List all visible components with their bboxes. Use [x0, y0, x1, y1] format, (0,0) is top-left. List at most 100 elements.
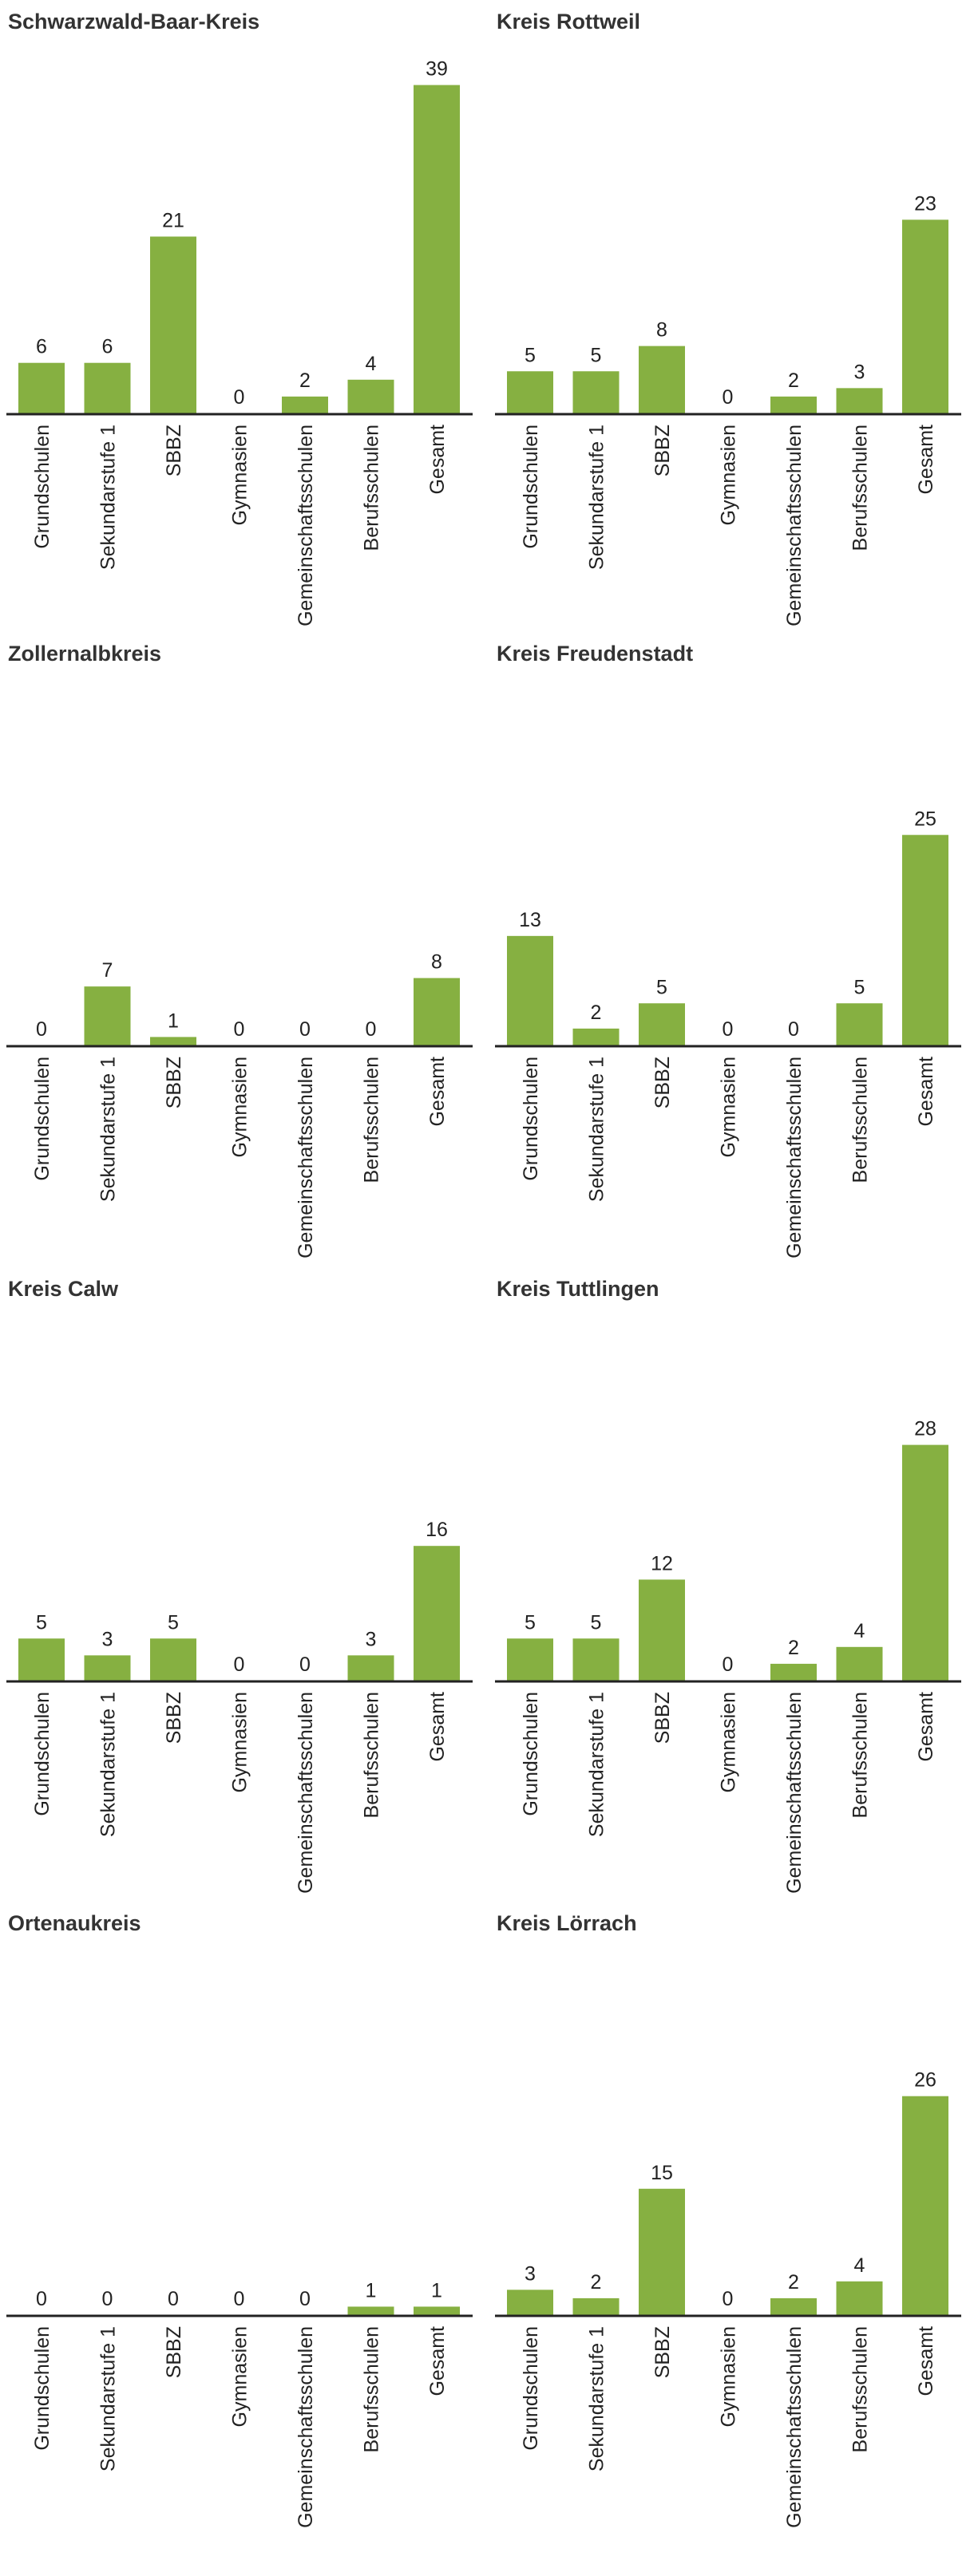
panel-tuttlingen: Kreis Tuttlingen 5 Grundschulen 5 Sekundars… [489, 1267, 968, 1898]
value-label-sekundarstufe-1: 0 [102, 2288, 113, 2310]
value-label-berufsschulen: 5 [854, 976, 865, 998]
value-label-sekundarstufe-1: 3 [102, 1628, 113, 1650]
tick-label-sekundarstufe-1: Sekundarstufe 1 [97, 1692, 120, 1837]
tick-label-grundschulen: Grundschulen [31, 1692, 53, 1816]
bar-gesamt [414, 1546, 460, 1681]
value-label-berufsschulen: 1 [366, 2279, 377, 2301]
value-label-gemeinschaftsschulen: 0 [299, 1018, 311, 1041]
panel-freudenstadt: Kreis Freudenstadt 13 Grundschulen 2 Sekund… [489, 632, 968, 1262]
tick-label-gemeinschaftsschulen: Gemeinschaftsschulen [783, 2326, 806, 2528]
value-label-gymnasien: 0 [723, 1653, 734, 1676]
bar-sekundarstufe-1 [572, 1638, 620, 1681]
tick-label-grundschulen: Grundschulen [520, 425, 542, 549]
chart-title: Schwarzwald-Baar-Kreis [8, 10, 260, 34]
tick-label-sbbz: SBBZ [163, 1057, 185, 1108]
value-label-berufsschulen: 4 [366, 353, 377, 375]
bar-grundschulen [18, 1638, 65, 1681]
value-label-gesamt: 1 [431, 2279, 442, 2301]
panel-rottweil: Kreis Rottweil 5 Grundschulen 5 Sekundarstu… [489, 0, 968, 630]
value-label-sbbz: 8 [656, 319, 667, 342]
tick-label-gymnasien: Gymnasien [229, 1692, 251, 1792]
bar-gesamt [414, 978, 460, 1045]
bar-sbbz [639, 1579, 685, 1681]
tick-label-gesamt: Gesamt [915, 425, 937, 495]
tick-label-berufsschulen: Berufsschulen [361, 2326, 383, 2452]
bar-sbbz [150, 1037, 196, 1045]
value-label-grundschulen: 0 [36, 1018, 47, 1041]
bar-berufsschulen [836, 1003, 883, 1045]
panel-ortenau: Ortenaukreis 0 Grundschulen 0 Sekundarstufe… [0, 1902, 479, 2532]
bar-berufsschulen [836, 2281, 883, 2315]
value-label-gesamt: 26 [914, 2069, 936, 2092]
tick-label-sekundarstufe-1: Sekundarstufe 1 [97, 1057, 120, 1202]
chart-title: Kreis Lörrach [497, 1911, 637, 1935]
chart-title: Kreis Calw [8, 1277, 119, 1301]
value-label-gemeinschaftsschulen: 0 [299, 2288, 311, 2310]
tick-label-gemeinschaftsschulen: Gemeinschaftsschulen [783, 425, 806, 626]
tick-label-berufsschulen: Berufsschulen [849, 1692, 872, 1818]
value-label-berufsschulen: 0 [366, 1018, 377, 1041]
bar-gesamt [414, 85, 460, 414]
tick-label-gymnasien: Gymnasien [229, 425, 251, 525]
bar-sbbz [639, 1003, 685, 1045]
bar-chart-schwarzwald-baar: 6 Grundschulen 6 Sekundarstufe 1 21 SBBZ 0 Gymn… [6, 58, 473, 626]
value-label-gymnasien: 0 [723, 386, 734, 409]
tick-label-sbbz: SBBZ [651, 1692, 674, 1744]
tick-label-sekundarstufe-1: Sekundarstufe 1 [586, 425, 608, 570]
bar-gesamt [902, 219, 948, 413]
tick-label-gemeinschaftsschulen: Gemeinschaftsschulen [295, 2326, 317, 2528]
tick-label-gemeinschaftsschulen: Gemeinschaftsschulen [295, 1057, 317, 1258]
bar-gemeinschaftsschulen [282, 396, 328, 413]
bar-grundschulen [507, 935, 553, 1045]
value-label-grundschulen: 6 [36, 336, 47, 358]
chart-title: Kreis Rottweil [497, 10, 641, 34]
value-label-gymnasien: 0 [234, 1018, 245, 1041]
bar-chart-rottweil: 5 Grundschulen 5 Sekundarstufe 1 8 SBBZ 0 Gymna… [495, 192, 961, 626]
value-label-sbbz: 5 [168, 1611, 179, 1634]
bar-gemeinschaftsschulen [770, 2297, 817, 2315]
tick-label-sbbz: SBBZ [651, 2326, 674, 2378]
tick-label-gesamt: Gesamt [426, 1692, 449, 1762]
chart-title: Kreis Tuttlingen [497, 1277, 659, 1301]
tick-label-gesamt: Gesamt [915, 1692, 937, 1762]
tick-label-sbbz: SBBZ [163, 1692, 185, 1744]
tick-label-gemeinschaftsschulen: Gemeinschaftsschulen [783, 1057, 806, 1258]
value-label-berufsschulen: 4 [854, 1620, 865, 1642]
tick-label-gymnasien: Gymnasien [718, 425, 740, 525]
chart-title: Zollernalbkreis [8, 642, 162, 666]
bar-grundschulen [507, 1638, 553, 1681]
bar-chart-calw: 5 Grundschulen 3 Sekundarstufe 1 5 SBBZ 0 Gymna… [6, 1519, 473, 1894]
value-label-sbbz: 5 [656, 976, 667, 998]
bar-sekundarstufe-1 [84, 362, 131, 413]
tick-label-gesamt: Gesamt [915, 1057, 937, 1127]
value-label-grundschulen: 5 [525, 344, 536, 366]
panel-calw: Kreis Calw 5 Grundschulen 3 Sekundarstufe 1… [0, 1267, 479, 1898]
value-label-grundschulen: 5 [525, 1611, 536, 1634]
tick-label-gesamt: Gesamt [426, 425, 449, 495]
value-label-sbbz: 0 [168, 2288, 179, 2310]
tick-label-sbbz: SBBZ [651, 425, 674, 476]
value-label-sbbz: 1 [168, 1009, 179, 1032]
value-label-sekundarstufe-1: 2 [591, 2271, 602, 2294]
tick-label-grundschulen: Grundschulen [31, 1057, 53, 1181]
bar-gemeinschaftsschulen [770, 1663, 817, 1681]
value-label-gesamt: 16 [426, 1519, 448, 1541]
value-label-sekundarstufe-1: 7 [102, 959, 113, 982]
bar-chart-tuttlingen: 5 Grundschulen 5 Sekundarstufe 1 12 SBBZ 0 Gymn… [495, 1418, 961, 1894]
bar-chart-freudenstadt: 13 Grundschulen 2 Sekundarstufe 1 5 SBBZ 0 Gymn… [495, 808, 961, 1258]
bar-sbbz [639, 346, 685, 413]
tick-label-gesamt: Gesamt [915, 2326, 937, 2396]
bar-gesamt [902, 2096, 948, 2315]
value-label-gesamt: 28 [914, 1418, 936, 1440]
value-label-gesamt: 25 [914, 808, 936, 830]
bar-berufsschulen [347, 379, 394, 413]
value-label-gymnasien: 0 [723, 2288, 734, 2310]
bar-grundschulen [18, 362, 65, 413]
bar-chart-ortenau: 0 Grundschulen 0 Sekundarstufe 1 0 SBBZ 0 Gymna… [6, 2279, 473, 2528]
bar-gesamt [414, 2306, 460, 2315]
tick-label-gymnasien: Gymnasien [229, 1057, 251, 1157]
bar-sekundarstufe-1 [572, 371, 620, 413]
tick-label-berufsschulen: Berufsschulen [361, 425, 383, 551]
tick-label-sbbz: SBBZ [163, 425, 185, 476]
tick-label-grundschulen: Grundschulen [520, 1057, 542, 1181]
